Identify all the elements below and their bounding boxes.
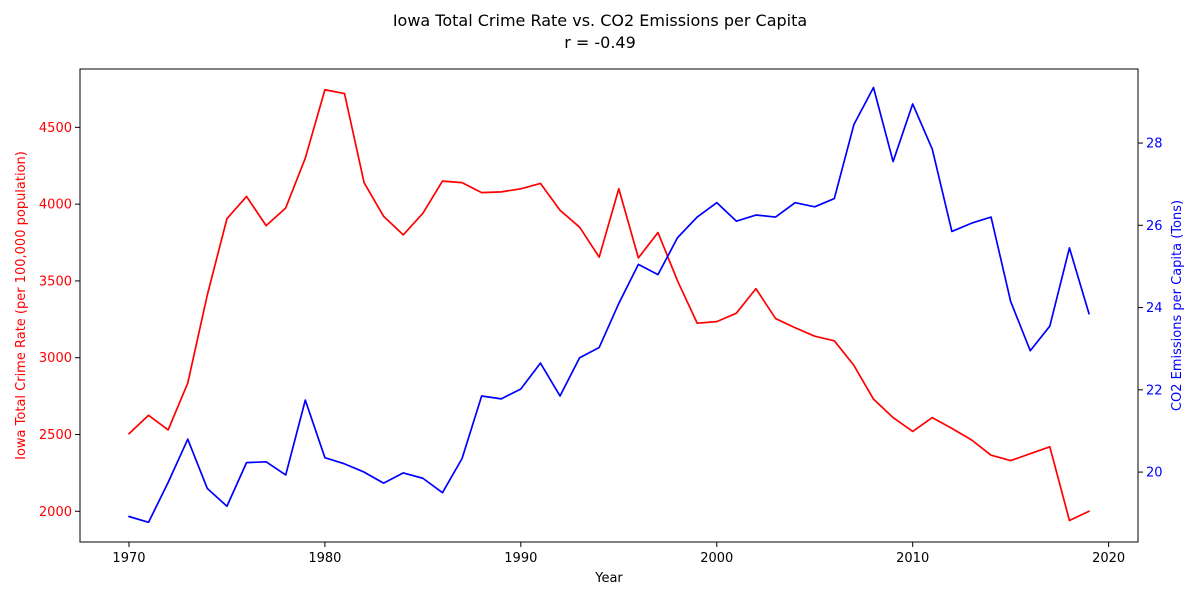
- right-y-tick-label: 26: [1146, 219, 1163, 234]
- crime-rate-line: [128, 88, 1090, 522]
- right-y-tick-label: 28: [1146, 137, 1163, 152]
- chart-subtitle: r = -0.49: [564, 33, 636, 52]
- x-tick-label: 2020: [1092, 551, 1125, 566]
- x-tick-label: 1980: [308, 551, 341, 566]
- chart-title: Iowa Total Crime Rate vs. CO2 Emissions …: [393, 11, 807, 30]
- x-tick-label: 2010: [896, 551, 929, 566]
- left-y-tick-label: 4000: [39, 198, 72, 213]
- series-layer: [128, 86, 1090, 524]
- left-y-axis-label: Iowa Total Crime Rate (per 100,000 popul…: [14, 151, 29, 460]
- x-tick-label: 2000: [700, 551, 733, 566]
- right-y-tick-label: 20: [1146, 466, 1163, 481]
- left-y-tick-label: 2500: [39, 428, 72, 443]
- right-y-axis-label: CO2 Emissions per Capita (Tons): [1170, 200, 1185, 411]
- ticks-layer: 1970 1980 1990 2000 2010 2020 2000 2500 3000 3500…: [39, 121, 1163, 566]
- left-y-tick-label: 2000: [39, 505, 72, 520]
- x-axis-label: Year: [594, 571, 623, 586]
- right-y-tick-label: 22: [1146, 383, 1163, 398]
- co2-emissions-line: [128, 86, 1090, 524]
- x-tick-label: 1990: [504, 551, 537, 566]
- left-y-tick-label: 4500: [39, 121, 72, 136]
- right-y-tick-label: 24: [1146, 301, 1163, 316]
- x-tick-label: 1970: [112, 551, 145, 566]
- left-y-tick-label: 3500: [39, 274, 72, 289]
- plot-frame: [79, 68, 1139, 543]
- left-y-tick-label: 3000: [39, 351, 72, 366]
